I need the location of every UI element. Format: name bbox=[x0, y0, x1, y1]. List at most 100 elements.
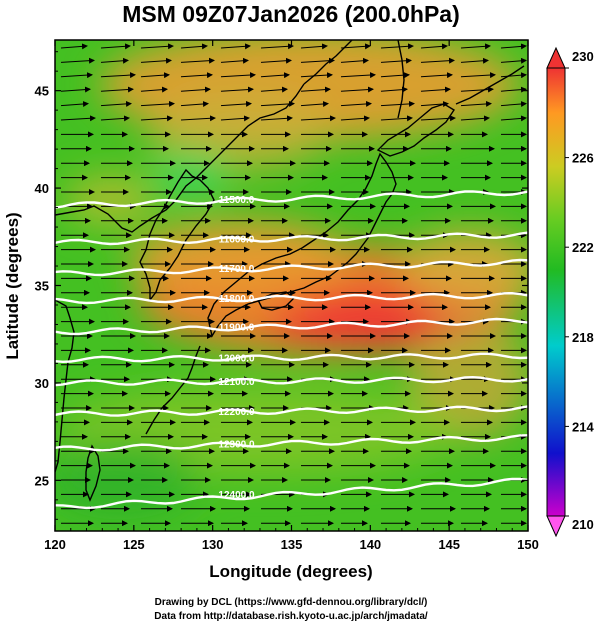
colorbar-ticks: 230 226 222 218 214 210 bbox=[565, 49, 594, 532]
height-contour-line bbox=[55, 291, 528, 305]
colorbar: 230 226 222 218 214 210 bbox=[546, 46, 594, 538]
colorbar-tick-label: 226 bbox=[572, 151, 594, 166]
wind-vector-arrow bbox=[140, 57, 172, 64]
wind-vector-arrow bbox=[60, 115, 96, 122]
height-contour-line bbox=[55, 190, 528, 209]
wind-vector-arrow bbox=[300, 72, 333, 79]
wind-vector-arrow bbox=[60, 43, 88, 50]
colorbar-tick-label: 210 bbox=[572, 517, 594, 532]
y-tick-label: 40 bbox=[35, 181, 49, 196]
wind-vector-arrow bbox=[60, 57, 95, 64]
wind-vector-arrow bbox=[140, 115, 173, 122]
wind-vector-arrow bbox=[460, 86, 494, 93]
korean-peninsula-coast bbox=[139, 168, 215, 303]
height-contour-line bbox=[55, 375, 528, 387]
plot-area: 11500.0 11600.0 11700.0 11800.0 11900.0 12000… bbox=[55, 40, 528, 531]
height-contour-line bbox=[55, 434, 528, 452]
wind-vector-arrow bbox=[140, 72, 170, 79]
wind-vector-arrow bbox=[500, 72, 527, 79]
wind-vector-arrow bbox=[180, 57, 215, 64]
height-contour-label: 12400.0 bbox=[218, 490, 255, 501]
y-axis-label: Latitude (degrees) bbox=[3, 212, 22, 359]
wind-vector-arrow bbox=[100, 100, 132, 107]
colorbar-min-arrow bbox=[546, 515, 566, 538]
wind-vector-arrow bbox=[300, 115, 336, 122]
wind-vector-arrow bbox=[260, 100, 295, 107]
wind-vector-arrow bbox=[220, 57, 249, 64]
wind-vector-arrow bbox=[180, 43, 208, 50]
wind-vector-arrow bbox=[420, 86, 451, 93]
height-contours: 11500.0 11600.0 11700.0 11800.0 11900.0 12000… bbox=[55, 190, 528, 510]
height-contour-line bbox=[55, 477, 528, 510]
colorbar-tick-label: 230 bbox=[572, 49, 594, 64]
wind-vector-arrow bbox=[460, 100, 492, 107]
y-tick-label: 35 bbox=[35, 279, 49, 294]
colorbar-tick-label: 218 bbox=[572, 330, 594, 345]
wind-vector-arrow bbox=[180, 72, 213, 79]
wind-vector-arrow bbox=[60, 86, 91, 93]
wind-vector-arrow bbox=[100, 57, 129, 64]
y-tick-label: 30 bbox=[35, 376, 49, 391]
height-contour-label: 11900.0 bbox=[219, 322, 255, 333]
wind-vector-arrow bbox=[380, 72, 410, 79]
wind-vector-arrow bbox=[220, 43, 251, 50]
wind-vector-arrow bbox=[300, 100, 329, 107]
wind-vector-arrow bbox=[500, 115, 527, 122]
wind-vector-arrow bbox=[260, 57, 292, 64]
height-contour-label: 12100.0 bbox=[218, 377, 255, 388]
wind-vectors bbox=[60, 43, 527, 527]
wind-vector-arrow bbox=[500, 57, 527, 64]
wind-vector-arrow bbox=[380, 115, 413, 122]
wind-vector-arrow bbox=[260, 72, 290, 79]
sakhalin-kuril-coast bbox=[397, 40, 525, 119]
wind-vector-arrow bbox=[180, 115, 216, 122]
wind-vector-arrow bbox=[340, 43, 371, 50]
height-contour-label: 12000.0 bbox=[218, 354, 255, 365]
height-contour-line bbox=[55, 317, 528, 336]
wind-vector-arrow bbox=[340, 100, 372, 107]
credit-drawing: Drawing by DCL (https://www.gfd-dennou.o… bbox=[155, 597, 428, 608]
height-contour-line bbox=[55, 231, 528, 246]
china-coast bbox=[55, 83, 305, 473]
wind-vector-arrow bbox=[420, 43, 448, 50]
wind-vector-arrow bbox=[260, 86, 288, 93]
wind-vector-arrow bbox=[100, 115, 130, 122]
height-contour-line bbox=[55, 405, 528, 417]
wind-vector-arrow bbox=[140, 43, 174, 50]
wind-vector-arrow bbox=[100, 72, 136, 79]
wind-vector-arrow bbox=[220, 72, 256, 79]
wind-vector-arrow bbox=[220, 115, 250, 122]
ryukyu-islands bbox=[145, 345, 201, 435]
wind-vector-arrow bbox=[380, 86, 408, 93]
x-tick-label: 135 bbox=[281, 537, 303, 552]
y-tick-label: 25 bbox=[35, 473, 49, 488]
wind-vector-arrow bbox=[140, 86, 168, 93]
wind-vector-arrow bbox=[380, 100, 415, 107]
colorbar-tick-label: 214 bbox=[572, 419, 594, 434]
wind-vector-arrow bbox=[420, 115, 456, 122]
wind-vector-arrow bbox=[260, 115, 293, 122]
wind-vector-arrow bbox=[220, 86, 254, 93]
wind-vector-arrow bbox=[340, 57, 369, 64]
wind-vector-arrow bbox=[180, 100, 209, 107]
wind-vector-arrow bbox=[460, 115, 490, 122]
x-axis-ticks: 120 125 130 135 140 145 150 bbox=[44, 40, 539, 552]
height-contour-label: 11500.0 bbox=[219, 195, 255, 206]
height-contour-label: 11800.0 bbox=[219, 294, 255, 305]
wind-vector-arrow bbox=[500, 101, 527, 107]
wind-vector-arrow bbox=[340, 72, 376, 79]
wind-vector-arrow bbox=[420, 72, 453, 79]
wind-vector-arrow bbox=[340, 86, 374, 93]
x-axis-label: Longitude (degrees) bbox=[209, 562, 372, 581]
wind-vector-arrow bbox=[220, 100, 252, 107]
wind-vector-arrow bbox=[500, 86, 527, 93]
wind-vector-arrow bbox=[300, 43, 328, 50]
x-tick-label: 140 bbox=[359, 537, 381, 552]
wind-vector-arrow bbox=[380, 43, 414, 50]
x-tick-label: 145 bbox=[438, 537, 460, 552]
wind-vector-arrow bbox=[60, 100, 89, 107]
wind-vector-arrow bbox=[340, 115, 370, 122]
wind-vector-arrow bbox=[100, 43, 131, 50]
wind-vector-arrow bbox=[460, 57, 489, 64]
